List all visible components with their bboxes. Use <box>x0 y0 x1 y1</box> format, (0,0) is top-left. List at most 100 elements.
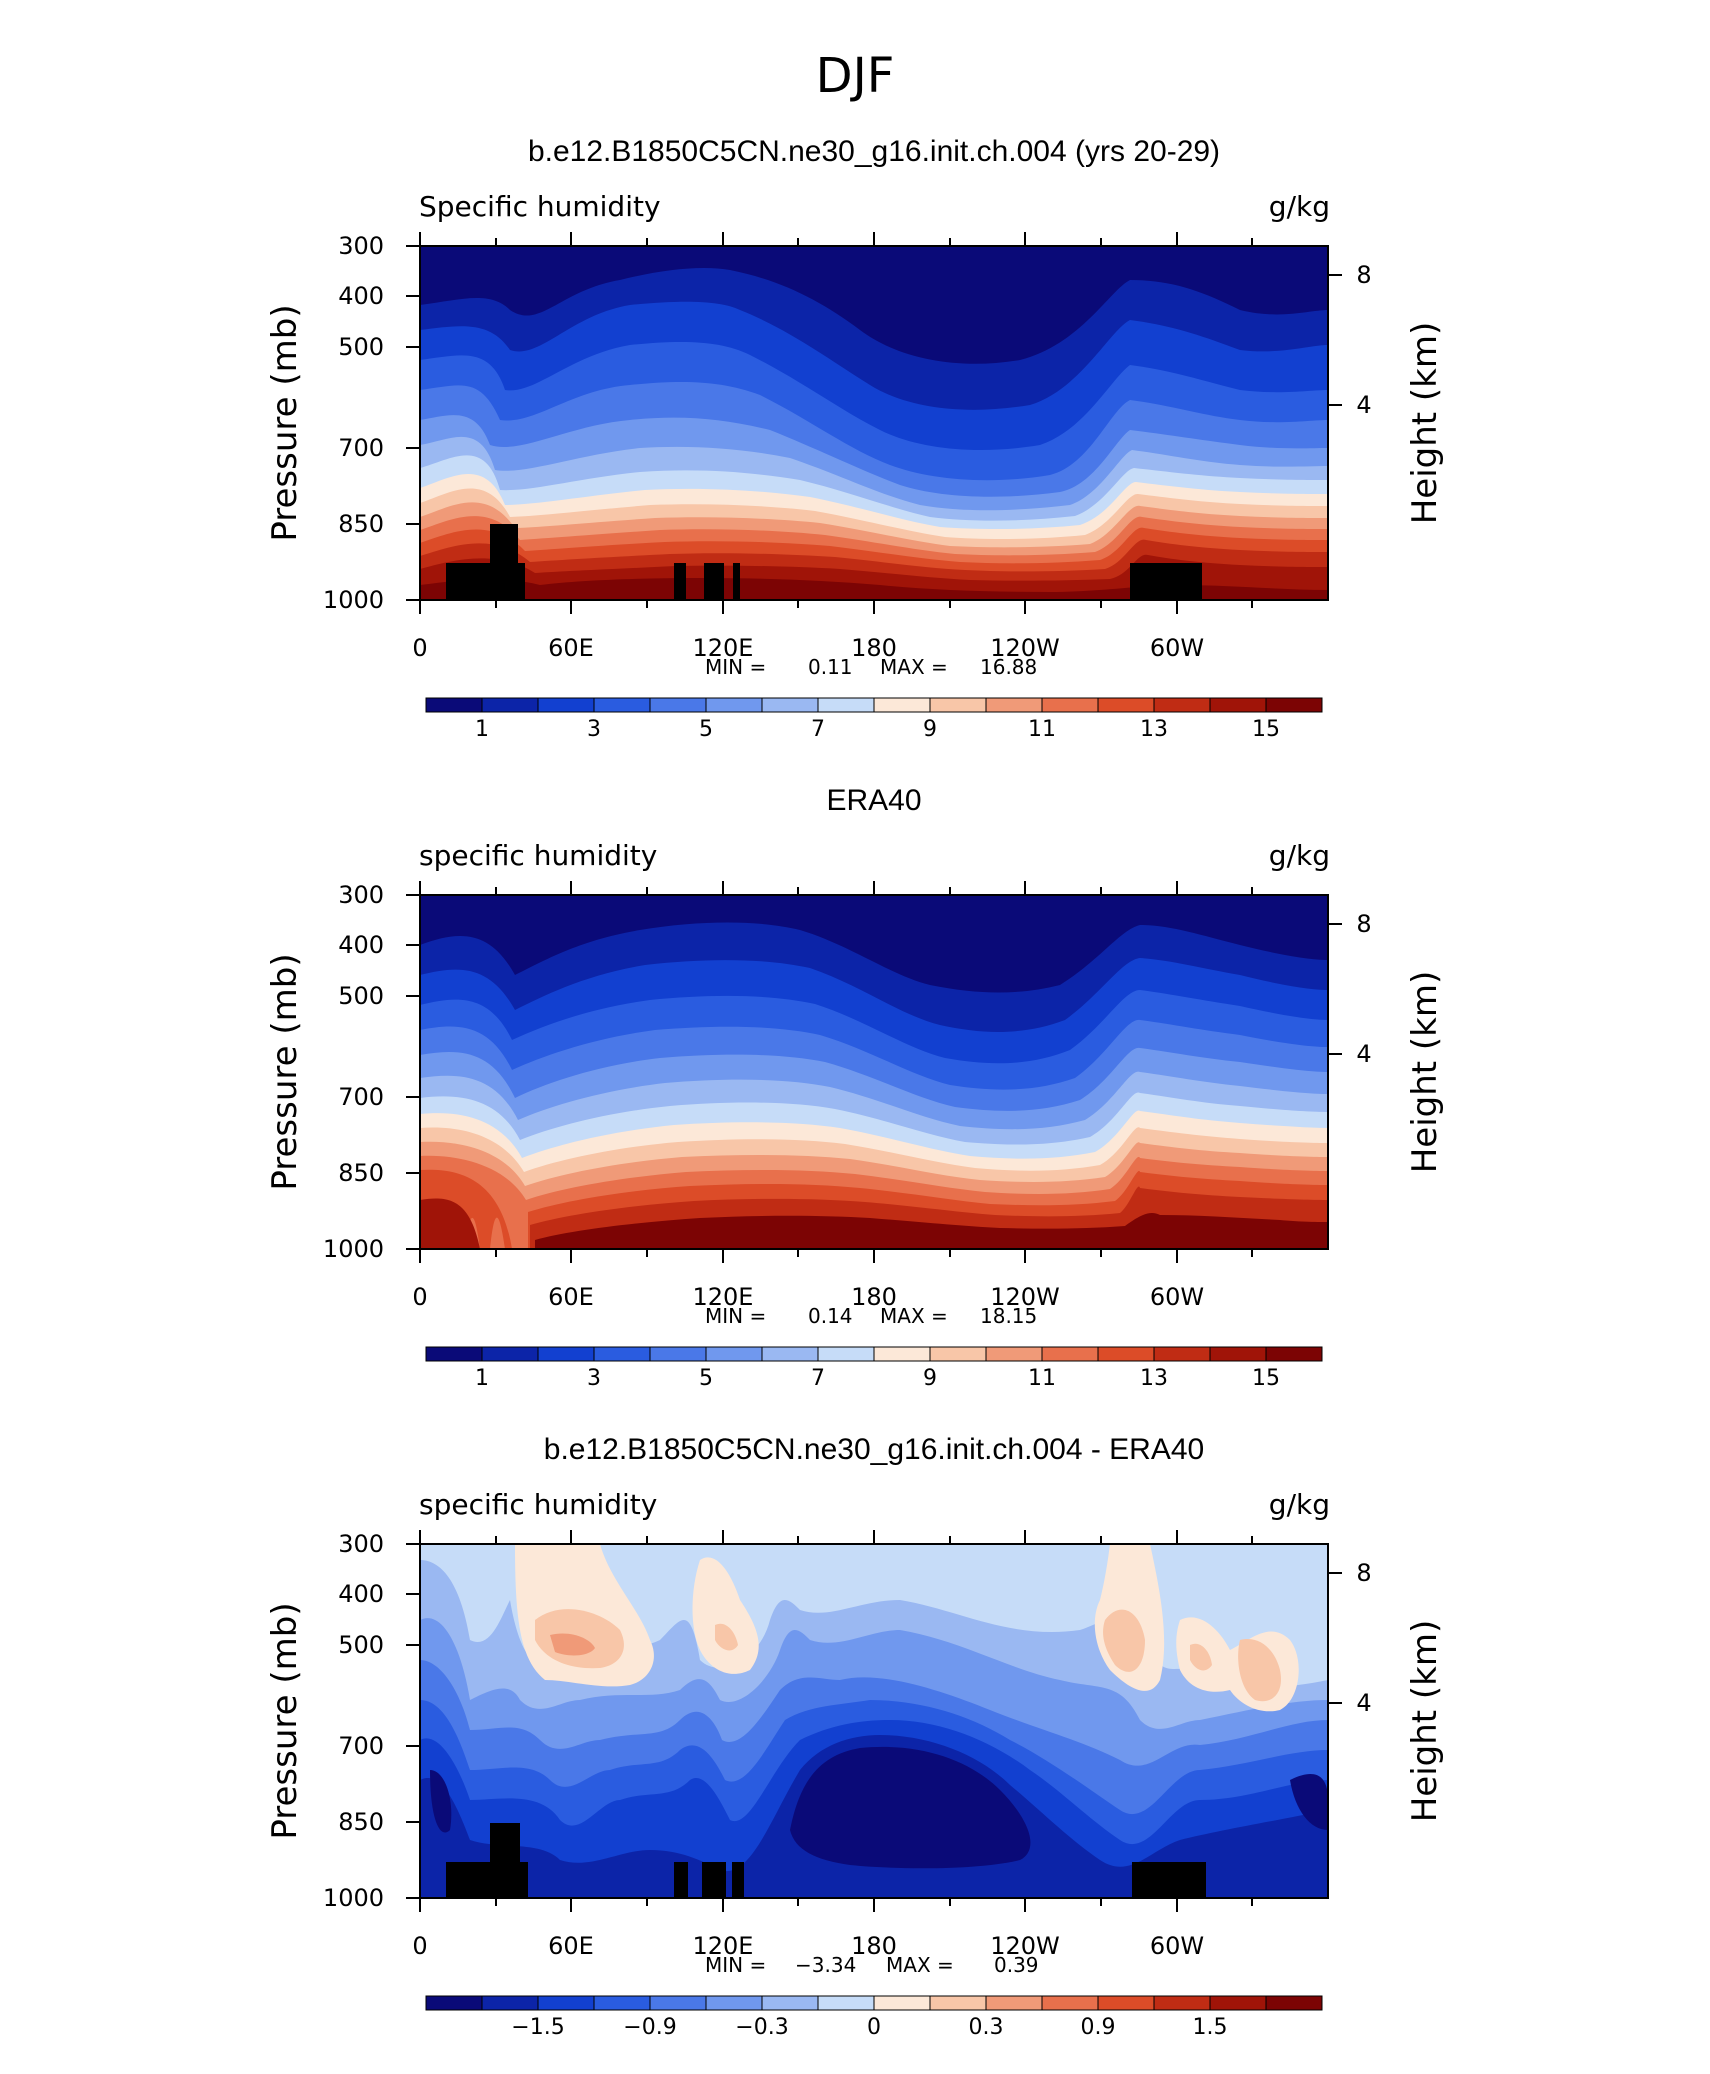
x-tick-label: 120W <box>990 1932 1060 1960</box>
x-tick-label: 0 <box>412 1283 427 1311</box>
colorbar-swatch <box>1265 1346 1323 1362</box>
x-tick-label: 120E <box>693 1283 754 1311</box>
colorbar-label: 9 <box>923 717 937 742</box>
variable-label: specific humidity <box>419 1488 657 1521</box>
max-value: 16.88 <box>980 655 1037 679</box>
colorbar-swatch <box>873 1346 931 1362</box>
colorbar-swatch <box>1209 697 1267 713</box>
colorbar-swatch <box>985 697 1043 713</box>
colorbar-label: 0.3 <box>969 2015 1004 2040</box>
colorbar-swatch <box>593 1995 651 2011</box>
y-tick-label: 700 <box>338 1732 384 1760</box>
land-mask <box>446 524 1202 600</box>
colorbar-swatch <box>705 1346 763 1362</box>
colorbar-swatch <box>929 1995 987 2011</box>
x-tick-label: 180 <box>851 1283 897 1311</box>
colorbar-label: 11 <box>1028 717 1056 742</box>
y-tick-labels: 300 400 500 700 850 1000 8 4 <box>323 1530 1372 1912</box>
colorbar-swatch <box>873 697 931 713</box>
colorbar-swatch <box>537 697 595 713</box>
colorbar-swatch <box>817 697 875 713</box>
y-tick-label: 500 <box>338 1631 384 1659</box>
min-label: MIN = <box>705 1304 766 1328</box>
y-tick-label: 300 <box>338 881 384 909</box>
max-label: MAX = <box>880 655 948 679</box>
panel-era40: ERA40 specific humidity g/kg <box>265 784 1445 1391</box>
x-axis-ticks <box>406 881 1342 1263</box>
min-value: −3.34 <box>795 1953 856 1977</box>
colorbar-swatch <box>481 1995 539 2011</box>
colorbar-swatch <box>1265 1995 1323 2011</box>
y-tick-label: 850 <box>338 510 384 538</box>
x-tick-label: 0 <box>412 1932 427 1960</box>
y-tick-label: 400 <box>338 282 384 310</box>
y-tick-label: 400 <box>338 1580 384 1608</box>
units-label: g/kg <box>1269 1488 1330 1521</box>
colorbar-swatch <box>649 697 707 713</box>
x-axis-ticks <box>406 232 1342 614</box>
colorbar-swatch <box>1153 1346 1211 1362</box>
y-tick-label: 300 <box>338 1530 384 1558</box>
colorbar-label: 11 <box>1028 1366 1056 1391</box>
colorbar-swatch <box>985 1995 1043 2011</box>
x-tick-label: 180 <box>851 1932 897 1960</box>
x-tick-label: 180 <box>851 634 897 662</box>
x-tick-label: 60E <box>548 634 594 662</box>
x-tick-label: 60E <box>548 1932 594 1960</box>
y-tick-label: 850 <box>338 1159 384 1187</box>
panel-model: b.e12.B1850C5CN.ne30_g16.init.ch.004 (yr… <box>265 135 1445 742</box>
x-tick-label: 60W <box>1150 1932 1204 1960</box>
colorbar: 1 3 5 7 9 11 13 15 <box>425 697 1323 742</box>
colorbar: 1 3 5 7 9 11 13 15 <box>425 1346 1323 1391</box>
x-tick-label: 120E <box>693 634 754 662</box>
colorbar-label: 3 <box>587 1366 601 1391</box>
y2-tick-label: 4 <box>1356 1689 1371 1717</box>
x-tick-labels: 0 60E 120E 180 120W 60W <box>412 1283 1204 1311</box>
colorbar-swatch <box>481 697 539 713</box>
y2-tick-label: 4 <box>1356 1040 1371 1068</box>
colorbar-swatch <box>537 1346 595 1362</box>
max-label: MAX = <box>886 1953 954 1977</box>
colorbar-label: 0.9 <box>1081 2015 1116 2040</box>
colorbar-swatch <box>761 697 819 713</box>
x-tick-labels: 0 60E 120E 180 120W 60W <box>412 634 1204 662</box>
colorbar-swatch <box>1097 697 1155 713</box>
y-axis-label: Pressure (mb) <box>265 304 305 541</box>
x-tick-label: 60W <box>1150 1283 1204 1311</box>
x-tick-label: 120E <box>693 1932 754 1960</box>
y-tick-label: 700 <box>338 434 384 462</box>
units-label: g/kg <box>1269 190 1330 223</box>
y2-tick-label: 8 <box>1356 261 1371 289</box>
colorbar-swatch <box>1097 1995 1155 2011</box>
colorbar-label: 7 <box>811 1366 825 1391</box>
x-tick-labels: 0 60E 120E 180 120W 60W <box>412 1932 1204 1960</box>
panel-title: ERA40 <box>826 784 921 817</box>
colorbar-label: 5 <box>699 717 713 742</box>
y-tick-label: 1000 <box>323 586 384 614</box>
colorbar-swatch <box>537 1995 595 2011</box>
colorbar-label: 13 <box>1140 717 1168 742</box>
y2-tick-label: 4 <box>1356 391 1371 419</box>
y-tick-labels: 300 400 500 700 850 1000 8 4 <box>323 232 1372 614</box>
colorbar-swatch <box>481 1346 539 1362</box>
colorbar-label: 3 <box>587 717 601 742</box>
contour-field <box>420 1544 1328 1898</box>
colorbar-label: 15 <box>1252 1366 1280 1391</box>
y-tick-label: 400 <box>338 931 384 959</box>
colorbar-label: 15 <box>1252 717 1280 742</box>
y2-axis-label: Height (km) <box>1405 1620 1445 1823</box>
contour-field <box>420 246 1328 600</box>
colorbar-label: −0.3 <box>735 2015 788 2040</box>
colorbar-label: 1 <box>475 1366 489 1391</box>
colorbar-swatch <box>1265 697 1323 713</box>
y2-axis-label: Height (km) <box>1405 322 1445 525</box>
colorbar-label: 1.5 <box>1193 2015 1228 2040</box>
y-tick-label: 300 <box>338 232 384 260</box>
panel-difference: b.e12.B1850C5CN.ne30_g16.init.ch.004 - E… <box>265 1433 1445 2040</box>
colorbar-swatch <box>1153 1995 1211 2011</box>
colorbar-swatch <box>705 697 763 713</box>
colorbar: −1.5 −0.9 −0.3 0 0.3 0.9 1.5 <box>425 1995 1323 2040</box>
colorbar-swatch <box>761 1995 819 2011</box>
colorbar-swatch <box>593 697 651 713</box>
